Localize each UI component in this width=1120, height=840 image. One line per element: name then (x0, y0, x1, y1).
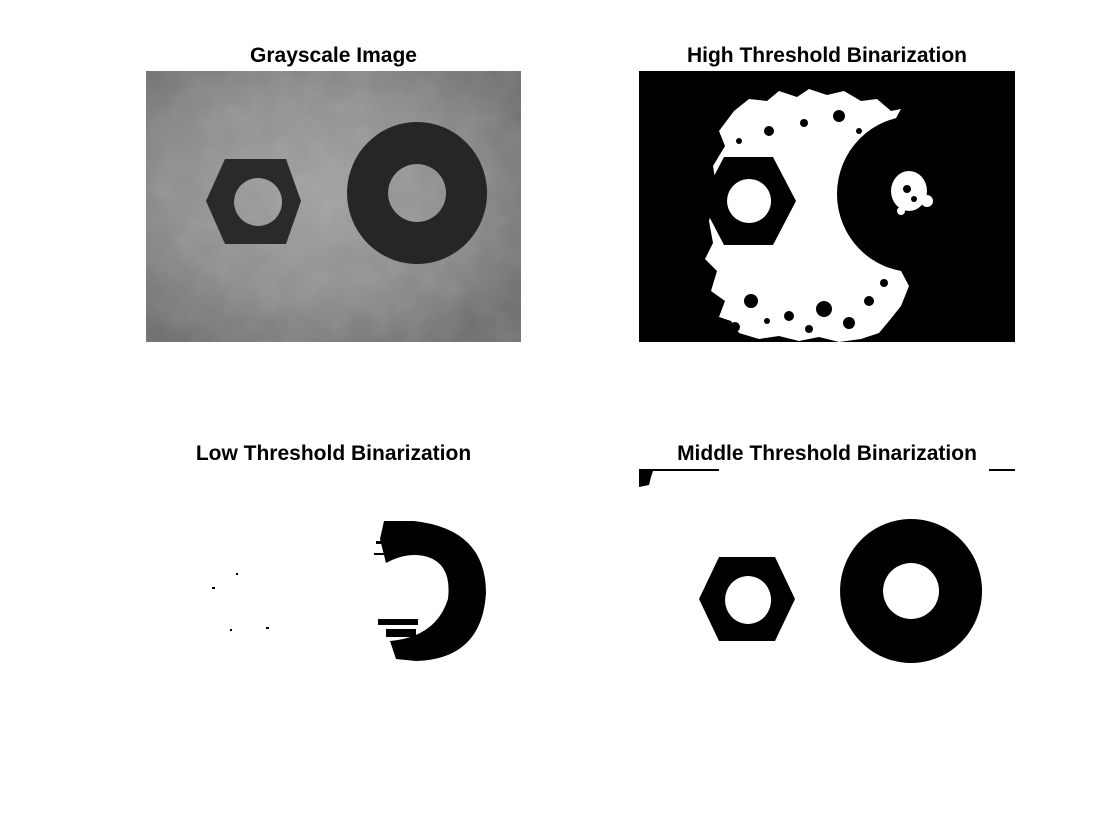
noise-speckles (730, 110, 888, 333)
low-threshold-image (146, 469, 521, 740)
hex-nut-binary (699, 557, 795, 641)
washer-shape (347, 122, 488, 264)
panel-title-high-threshold: High Threshold Binarization (686, 44, 967, 67)
hex-nut-binary (701, 157, 796, 245)
panel-middle-threshold: Middle Threshold Binarization (639, 438, 1015, 740)
panel-title-grayscale: Grayscale Image (250, 44, 417, 67)
washer-binary (840, 519, 983, 663)
panel-low-threshold: Low Threshold Binarization (146, 438, 521, 740)
washer-crescent (380, 521, 486, 661)
panel-grayscale: Grayscale Image (146, 40, 521, 342)
panel-title-low-threshold: Low Threshold Binarization (195, 442, 472, 465)
grayscale-image (146, 71, 521, 342)
panel-title-middle-threshold: Middle Threshold Binarization (677, 442, 977, 465)
high-threshold-image (639, 71, 1015, 342)
noise-fragments (212, 541, 430, 659)
top-edge-artifact (639, 469, 719, 487)
hex-nut-shape (206, 159, 301, 244)
middle-threshold-image (639, 469, 1015, 740)
panel-high-threshold: High Threshold Binarization (639, 40, 1015, 342)
